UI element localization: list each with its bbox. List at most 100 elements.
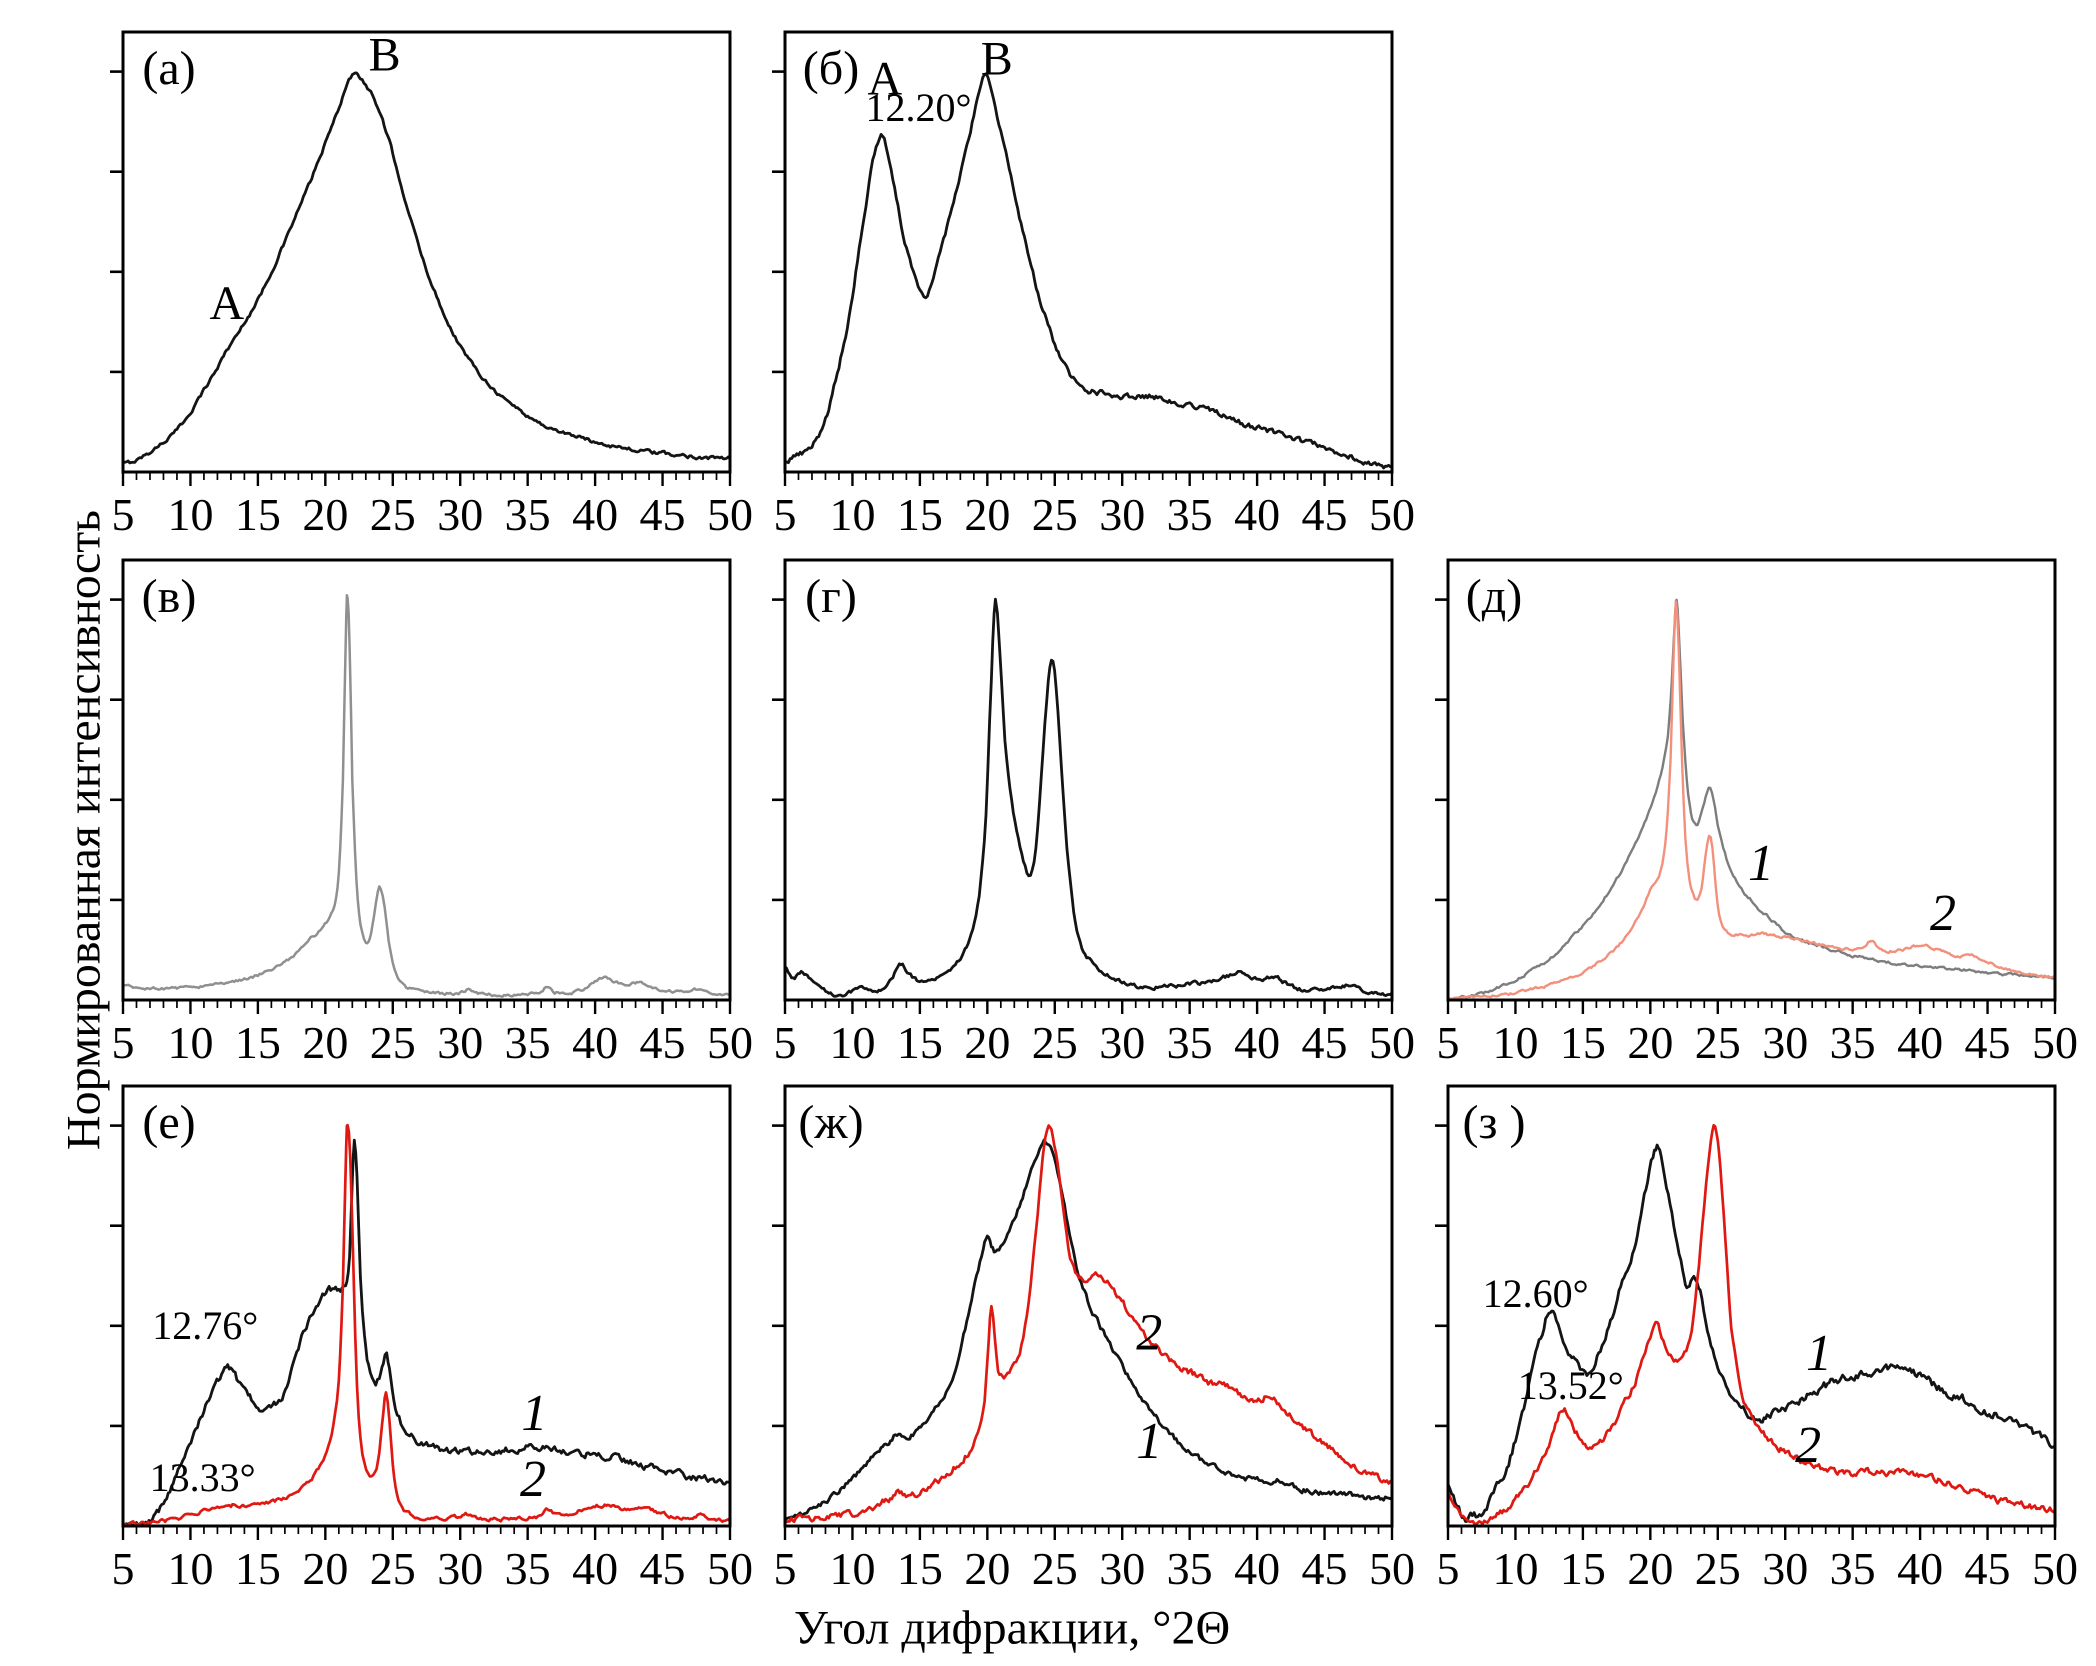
x-tick-label-40: 40 bbox=[572, 1017, 618, 1068]
panel-g-label: (г) bbox=[805, 570, 857, 623]
series-label-z-1: 1 bbox=[1806, 1325, 1832, 1382]
x-tick-label-25: 25 bbox=[370, 1543, 416, 1594]
x-tick-label-10: 10 bbox=[1492, 1017, 1538, 1068]
x-tick-label-15: 15 bbox=[235, 1543, 281, 1594]
x-tick-label-5: 5 bbox=[1437, 1017, 1460, 1068]
curve-e-1 bbox=[124, 1138, 729, 1525]
x-tick-label-20: 20 bbox=[302, 489, 348, 540]
series-label-d-1: 1 bbox=[1748, 835, 1774, 892]
annotation-b-2: 12.20° bbox=[866, 85, 972, 130]
x-tick-label-10: 10 bbox=[1492, 1543, 1538, 1594]
series-label-z-2: 2 bbox=[1795, 1417, 1821, 1474]
curve-b-1 bbox=[786, 72, 1391, 470]
plot-border bbox=[783, 30, 1394, 474]
x-tick-label-35: 35 bbox=[1167, 1017, 1213, 1068]
curve-e-2 bbox=[124, 1123, 729, 1525]
x-tick-label-25: 25 bbox=[370, 1017, 416, 1068]
x-tick-label-5: 5 bbox=[774, 1543, 797, 1594]
x-tick-label-40: 40 bbox=[1897, 1543, 1943, 1594]
x-tick-label-15: 15 bbox=[235, 1017, 281, 1068]
x-tick-label-40: 40 bbox=[1897, 1017, 1943, 1068]
series-label-e-1: 1 bbox=[521, 1385, 547, 1442]
panel-g-plot: 5 10 15 20 25 30 35 40 45 50 (г) bbox=[772, 558, 1415, 1068]
annotation-a-0: A bbox=[210, 277, 245, 330]
x-tick-label-35: 35 bbox=[505, 1543, 551, 1594]
curve-a-1 bbox=[124, 71, 729, 465]
annotation-a-1: B bbox=[369, 29, 401, 82]
x-tick-label-25: 25 bbox=[1695, 1543, 1741, 1594]
x-tick-label-45: 45 bbox=[640, 1543, 686, 1594]
x-tick-label-25: 25 bbox=[1032, 1017, 1078, 1068]
panel-e-plot: 5 10 15 20 25 30 35 40 45 50 (е) 12.76° 13.33° 1 2 bbox=[110, 1084, 753, 1594]
annotation-b-0: A bbox=[867, 53, 902, 106]
x-tick-label-10: 10 bbox=[167, 1017, 213, 1068]
x-tick-label-35: 35 bbox=[1830, 1543, 1876, 1594]
panel-a-plot: 5 10 15 20 25 30 35 40 45 50 (а) A B bbox=[110, 29, 753, 540]
x-tick-label-20: 20 bbox=[964, 489, 1010, 540]
x-tick-label-50: 50 bbox=[707, 1543, 753, 1594]
x-tick-label-30: 30 bbox=[1099, 1017, 1145, 1068]
plot-border bbox=[121, 30, 732, 474]
x-tick-label-15: 15 bbox=[897, 1543, 943, 1594]
x-tick-label-35: 35 bbox=[1167, 1543, 1213, 1594]
annotation-z-0: 12.60° bbox=[1483, 1271, 1589, 1316]
x-tick-label-45: 45 bbox=[1302, 1017, 1348, 1068]
x-tick-label-35: 35 bbox=[505, 1017, 551, 1068]
panel-zh-plot: 5 10 15 20 25 30 35 40 45 50 (ж) 2 1 bbox=[772, 1084, 1415, 1594]
series-label-d-2: 2 bbox=[1930, 885, 1956, 942]
annotation-b-1: B bbox=[981, 33, 1013, 86]
x-axis-title: Угол дифракции, °2Θ bbox=[793, 1601, 1231, 1655]
x-tick-label-10: 10 bbox=[829, 1017, 875, 1068]
panel-zh-label: (ж) bbox=[798, 1096, 863, 1149]
x-tick-label-10: 10 bbox=[829, 1543, 875, 1594]
x-tick-label-30: 30 bbox=[437, 1017, 483, 1068]
x-tick-label-25: 25 bbox=[370, 489, 416, 540]
annotation-e-0: 12.76° bbox=[152, 1303, 258, 1348]
panel-b-plot: 5 10 15 20 25 30 35 40 45 50 (б) A B12.20° bbox=[772, 30, 1415, 540]
x-tick-label-30: 30 bbox=[437, 1543, 483, 1594]
x-tick-label-35: 35 bbox=[505, 489, 551, 540]
x-tick-label-30: 30 bbox=[1762, 1017, 1808, 1068]
x-tick-label-25: 25 bbox=[1695, 1017, 1741, 1068]
plot-border bbox=[121, 1084, 732, 1528]
series-label-zh-1: 1 bbox=[1136, 1413, 1162, 1470]
x-tick-label-35: 35 bbox=[1167, 489, 1213, 540]
panel-a-label: (а) bbox=[142, 42, 195, 95]
curve-z-2 bbox=[1449, 1123, 2054, 1525]
curve-g-1 bbox=[786, 597, 1391, 998]
x-tick-label-5: 5 bbox=[112, 1017, 135, 1068]
x-tick-label-50: 50 bbox=[1369, 1543, 1415, 1594]
panel-z-label: (з ) bbox=[1463, 1096, 1526, 1149]
panel-d-label: (д) bbox=[1466, 570, 1522, 623]
x-tick-label-30: 30 bbox=[1099, 1543, 1145, 1594]
x-tick-label-40: 40 bbox=[1234, 1017, 1280, 1068]
x-tick-label-40: 40 bbox=[572, 489, 618, 540]
x-tick-label-35: 35 bbox=[1830, 1017, 1876, 1068]
panel-v-label: (в) bbox=[142, 570, 197, 623]
x-tick-label-50: 50 bbox=[1369, 1017, 1415, 1068]
x-tick-label-45: 45 bbox=[640, 1017, 686, 1068]
plot-border bbox=[1446, 558, 2057, 1002]
curve-zh-2 bbox=[786, 1124, 1391, 1524]
x-tick-label-10: 10 bbox=[829, 489, 875, 540]
x-tick-label-45: 45 bbox=[1302, 489, 1348, 540]
x-tick-label-20: 20 bbox=[302, 1017, 348, 1068]
annotation-e-1: 13.33° bbox=[150, 1455, 256, 1500]
curve-d-1 bbox=[1449, 598, 2054, 999]
plot-border bbox=[783, 558, 1394, 1002]
x-tick-label-30: 30 bbox=[437, 489, 483, 540]
x-tick-label-10: 10 bbox=[167, 489, 213, 540]
curve-zh-1 bbox=[786, 1138, 1391, 1522]
x-tick-label-20: 20 bbox=[1627, 1543, 1673, 1594]
x-tick-label-20: 20 bbox=[964, 1543, 1010, 1594]
x-tick-label-15: 15 bbox=[235, 489, 281, 540]
x-tick-label-15: 15 bbox=[897, 1017, 943, 1068]
x-tick-label-40: 40 bbox=[1234, 1543, 1280, 1594]
x-tick-label-5: 5 bbox=[774, 1017, 797, 1068]
plot-border bbox=[1446, 1084, 2057, 1528]
curve-v-1 bbox=[124, 594, 729, 998]
plot-border bbox=[121, 558, 732, 1002]
series-label-e-2: 2 bbox=[520, 1451, 546, 1508]
x-tick-label-5: 5 bbox=[112, 1543, 135, 1594]
x-tick-label-5: 5 bbox=[1437, 1543, 1460, 1594]
